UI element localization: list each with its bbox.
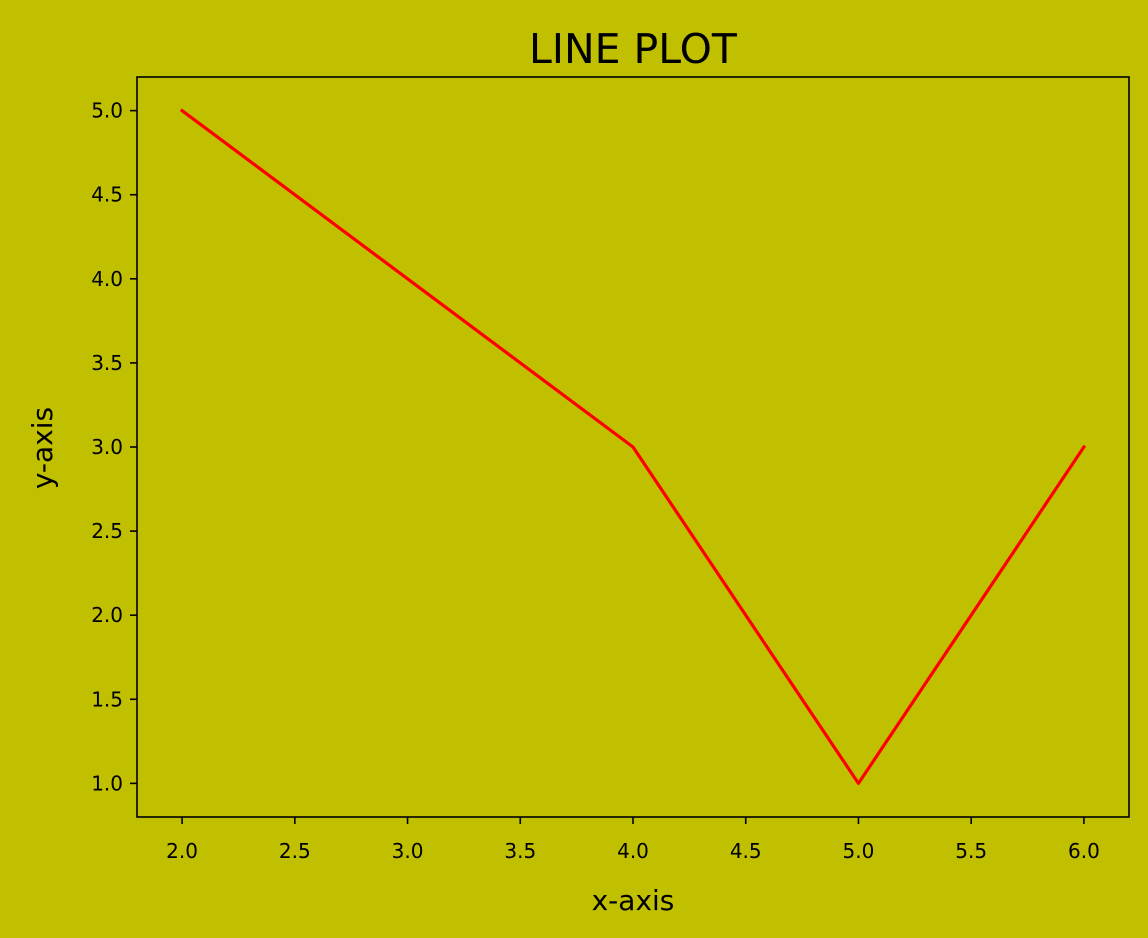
x-tick-label: 2.0 <box>166 839 198 863</box>
chart-title: LINE PLOT <box>529 25 738 73</box>
y-tick-label: 2.5 <box>91 519 123 543</box>
x-tick-label: 5.5 <box>955 839 987 863</box>
y-tick-label: 5.0 <box>91 99 123 123</box>
x-tick-label: 4.5 <box>730 839 762 863</box>
y-tick-label: 3.5 <box>91 351 123 375</box>
series-layer <box>179 108 1087 785</box>
x-tick-label: 2.5 <box>279 839 311 863</box>
y-axis-title: y-axis <box>26 407 59 489</box>
x-tick-label: 3.5 <box>504 839 536 863</box>
x-tick-label: 4.0 <box>617 839 649 863</box>
y-tick-label: 4.5 <box>91 183 123 207</box>
y-axis-ticks: 1.0 1.5 2.0 2.5 3.0 3.5 4.0 4.5 5.0 <box>91 99 137 795</box>
y-tick-label: 1.0 <box>91 771 123 795</box>
x-axis-title: x-axis <box>592 884 675 917</box>
x-axis-ticks: 2.0 2.5 3.0 3.5 4.0 4.5 5.0 5.5 6.0 <box>166 817 1100 863</box>
x-tick-label: 6.0 <box>1068 839 1100 863</box>
y-tick-label: 2.0 <box>91 603 123 627</box>
series-line-1 <box>179 108 1087 785</box>
x-tick-label: 3.0 <box>392 839 424 863</box>
y-tick-label: 1.5 <box>91 687 123 711</box>
y-tick-label: 4.0 <box>91 267 123 291</box>
y-tick-label: 3.0 <box>91 435 123 459</box>
x-tick-label: 5.0 <box>843 839 875 863</box>
